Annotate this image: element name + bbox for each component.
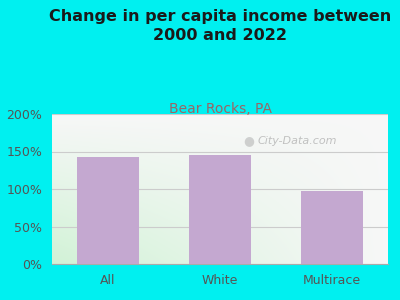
Text: ●: ●	[243, 134, 254, 148]
Text: Change in per capita income between
2000 and 2022: Change in per capita income between 2000…	[49, 9, 391, 43]
Text: City-Data.com: City-Data.com	[258, 136, 337, 146]
Bar	[77, 157, 139, 264]
Text: Bear Rocks, PA: Bear Rocks, PA	[168, 102, 272, 116]
Bar	[189, 154, 251, 264]
Bar	[301, 190, 363, 264]
